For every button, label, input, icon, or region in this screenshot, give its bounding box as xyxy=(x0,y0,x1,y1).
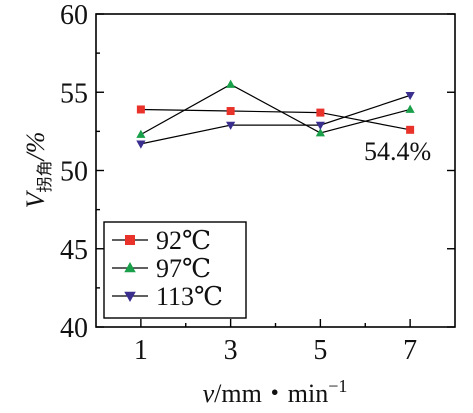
x-tick-label: 3 xyxy=(224,335,238,366)
data-point xyxy=(136,105,145,114)
legend-item: 92℃ xyxy=(112,226,211,255)
data-point xyxy=(226,107,235,116)
y-tick-label: 45 xyxy=(60,235,88,266)
series-line xyxy=(140,83,411,136)
y-tick-label: 55 xyxy=(60,78,88,109)
data-point xyxy=(226,121,236,130)
legend-marker xyxy=(124,291,136,302)
series-3 xyxy=(136,91,415,149)
series-2 xyxy=(136,79,415,138)
data-point xyxy=(315,128,325,137)
annotation-label: 54.4% xyxy=(364,137,431,166)
y-axis-label-unit: /% xyxy=(21,132,50,163)
data-point xyxy=(226,79,236,88)
legend-label: 92℃ xyxy=(156,226,211,255)
x-axis-ticks: 1 3 5 7 xyxy=(134,319,417,366)
y-axis-label-main: V xyxy=(21,189,50,208)
data-point xyxy=(405,91,415,101)
x-axis-label-main: v xyxy=(203,379,215,408)
y-axis-ticks: 40 45 50 55 60 xyxy=(60,0,455,344)
legend-marker xyxy=(125,235,135,245)
x-axis-label: v/mm・min−1 xyxy=(203,376,348,408)
series-group xyxy=(136,79,415,149)
data-point xyxy=(316,108,325,117)
legend-item: 113℃ xyxy=(112,282,223,311)
y-tick-label: 50 xyxy=(60,157,88,188)
series-line xyxy=(140,94,411,145)
x-axis-label-unit: /mm・min xyxy=(214,379,328,408)
x-tick-label: 7 xyxy=(403,335,417,366)
legend-marker xyxy=(124,262,136,273)
y-tick-label: 60 xyxy=(60,0,88,31)
legend-item: 97℃ xyxy=(112,254,211,283)
y-tick-label: 40 xyxy=(60,313,88,344)
x-tick-label: 1 xyxy=(134,335,148,366)
x-tick-label: 5 xyxy=(313,335,327,366)
legend-label: 113℃ xyxy=(156,282,223,311)
data-point xyxy=(405,104,415,113)
x-axis-label-superscript: −1 xyxy=(328,376,347,396)
data-point xyxy=(136,140,146,149)
y-axis-label-subscript: 拐角 xyxy=(36,160,54,192)
data-point xyxy=(315,121,325,130)
y-axis-label: V拐角/% xyxy=(21,132,54,209)
data-point xyxy=(406,125,415,134)
legend-label: 97℃ xyxy=(156,254,211,283)
data-point xyxy=(136,129,146,138)
